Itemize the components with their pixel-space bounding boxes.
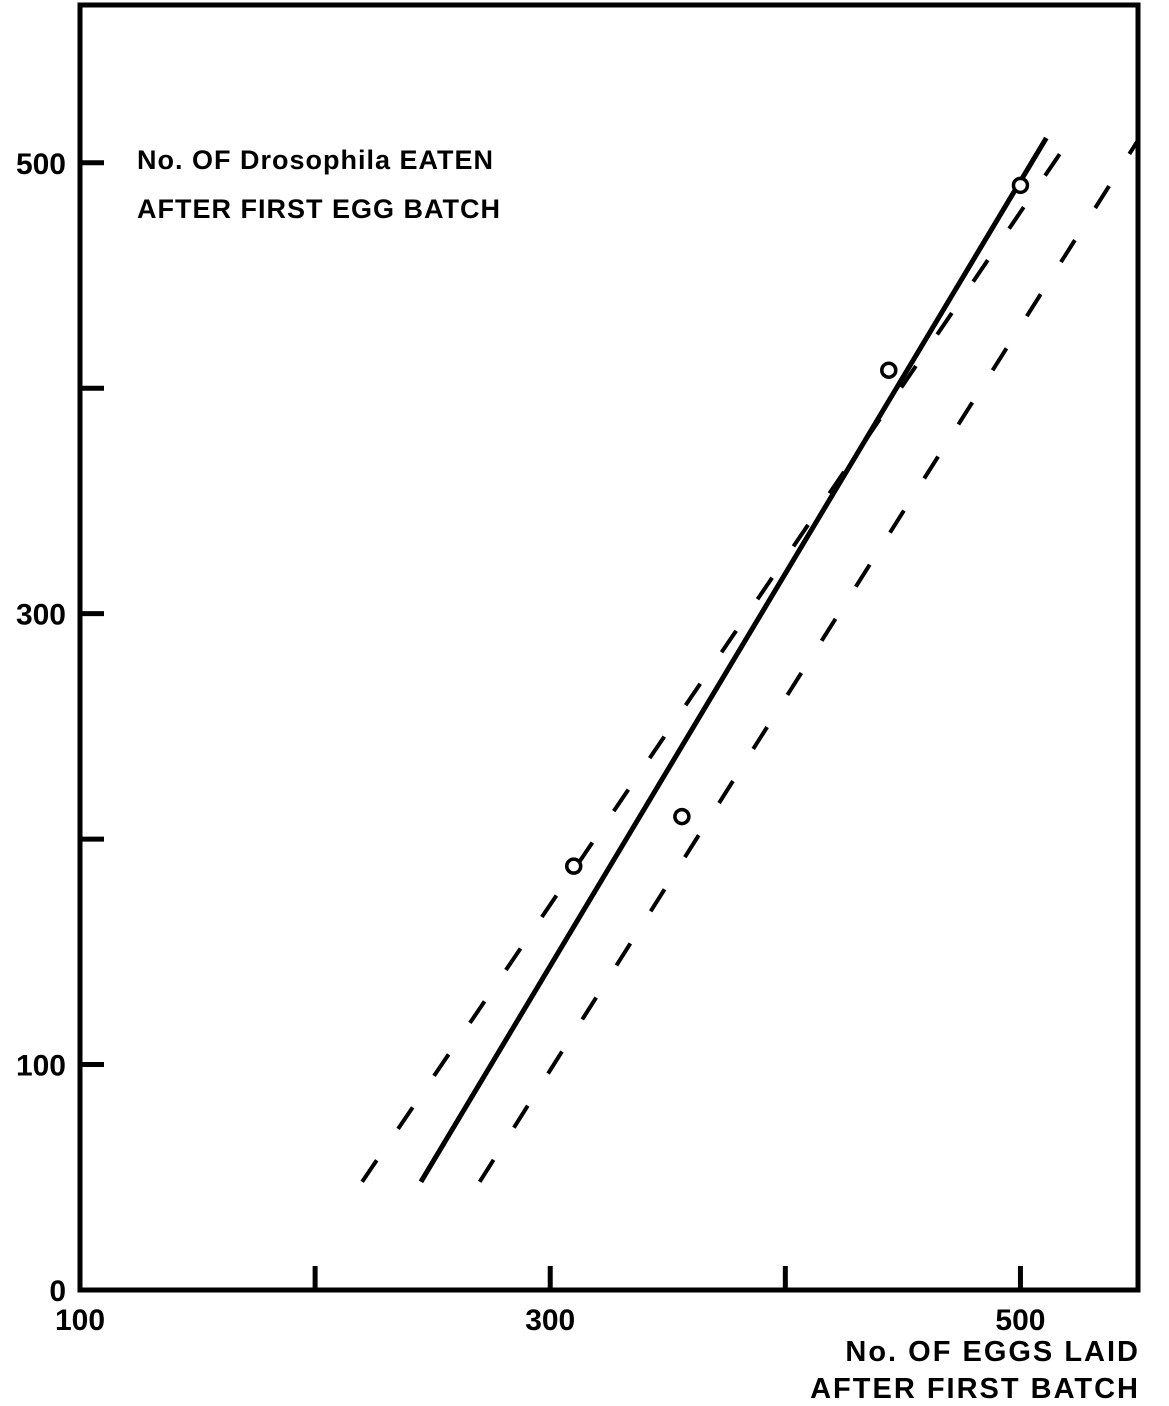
plot-frame (77, 2, 1141, 1293)
data-point-3 (880, 361, 898, 379)
confidence-bands (360, 134, 1140, 1183)
fit-line (418, 136, 1049, 1184)
confidence-band-2 (477, 139, 1140, 1183)
x-axis-label-line-2: AFTER FIRST BATCH (810, 1373, 1140, 1405)
fit-line-group (418, 136, 1049, 1184)
y-tick-label-300: 300 (16, 599, 66, 632)
data-point-2 (673, 807, 691, 826)
x-axis-ticks: 100 300 500 (55, 1266, 1045, 1337)
y-tick-label-100: 100 (16, 1050, 66, 1083)
plot-border (77, 2, 1141, 1293)
data-points (564, 176, 1030, 875)
data-point-4 (1011, 176, 1030, 195)
y-tick-label-0: 0 (49, 1275, 66, 1308)
confidence-band-1 (360, 134, 1074, 1183)
x-axis-label-line-1: No. OF EGGS LAID (845, 1336, 1140, 1368)
y-axis-ticks: 0 100 300 500 (16, 148, 104, 1308)
y-tick-label-500: 500 (16, 148, 66, 181)
y-axis-label-line-2: AFTER FIRST EGG BATCH (137, 194, 501, 224)
data-point-1 (564, 857, 583, 875)
y-axis-label-line-1: No. OF Drosophila EATEN (137, 145, 494, 175)
x-tick-label-100: 100 (55, 1304, 105, 1337)
x-tick-label-500: 500 (995, 1304, 1045, 1337)
x-tick-label-300: 300 (525, 1304, 575, 1337)
